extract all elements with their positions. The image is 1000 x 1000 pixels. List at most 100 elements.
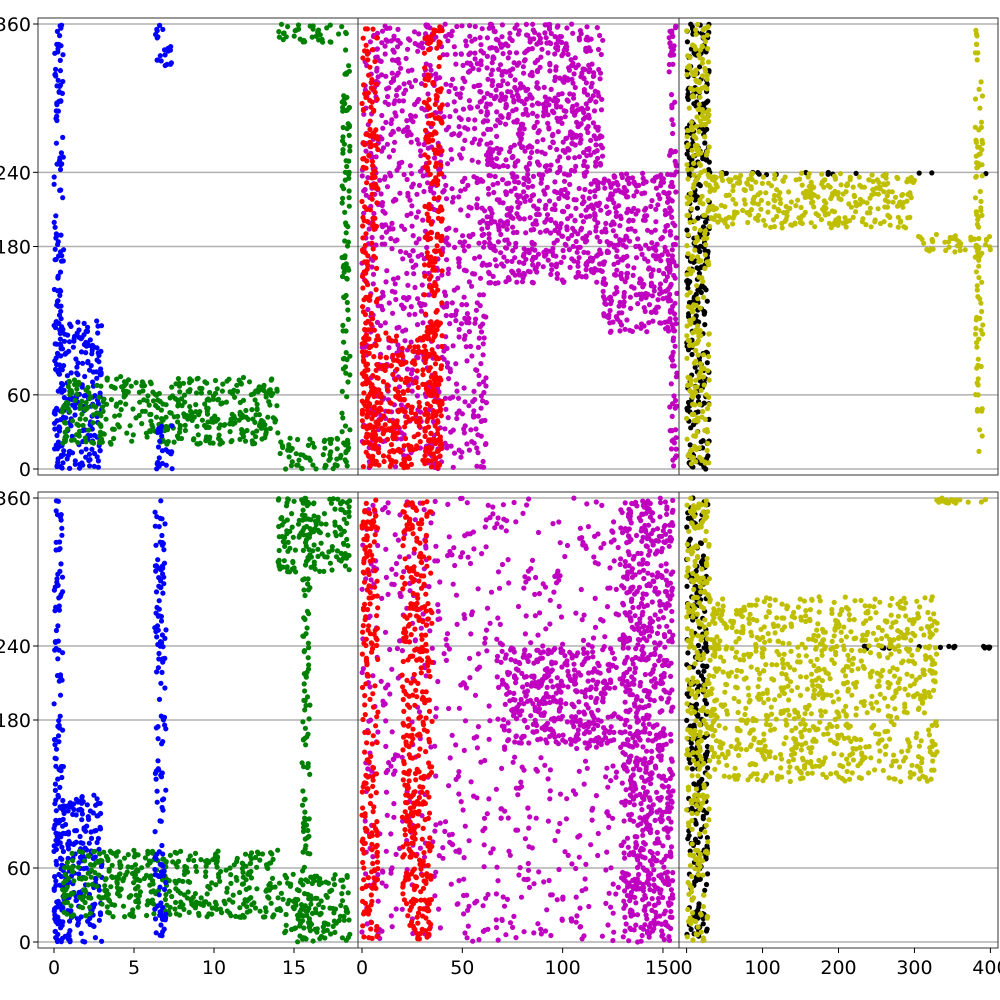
data-point: [391, 36, 397, 42]
data-point: [72, 461, 78, 467]
data-point: [367, 97, 373, 103]
data-point: [494, 133, 500, 139]
y-tick-label: 180: [0, 237, 31, 259]
data-point: [684, 28, 690, 34]
data-point: [169, 466, 175, 472]
data-point: [422, 65, 428, 71]
data-point: [344, 243, 351, 249]
data-point: [453, 61, 459, 67]
data-point: [55, 273, 61, 279]
data-point: [57, 68, 64, 74]
data-point: [83, 446, 89, 452]
data-point: [370, 163, 376, 169]
data-point: [591, 133, 597, 139]
data-point: [370, 455, 376, 462]
data-point: [162, 52, 168, 58]
data-point: [444, 364, 451, 370]
data-point: [383, 279, 389, 285]
data-point: [461, 430, 467, 436]
data-point: [425, 412, 431, 418]
data-point: [373, 299, 379, 305]
data-point: [541, 84, 547, 90]
data-point: [622, 279, 628, 285]
data-point: [340, 104, 346, 111]
data-point: [745, 219, 751, 226]
data-point: [157, 438, 163, 444]
data-point: [686, 266, 692, 272]
data-point: [80, 360, 86, 366]
data-point: [402, 338, 408, 344]
data-point: [390, 147, 396, 154]
data-point: [429, 337, 436, 344]
data-point: [53, 108, 59, 114]
data-point: [390, 429, 396, 435]
data-point: [612, 188, 619, 194]
data-point: [425, 237, 431, 243]
data-point: [495, 222, 501, 228]
data-point: [371, 404, 377, 410]
data-point: [178, 396, 185, 402]
data-point: [623, 171, 630, 177]
data-point: [461, 426, 467, 432]
data-point: [600, 288, 606, 294]
data-point: [369, 158, 375, 164]
data-point: [594, 148, 600, 154]
data-point: [850, 184, 856, 190]
data-point: [375, 363, 382, 369]
data-point: [426, 47, 432, 53]
data-point: [488, 280, 494, 286]
data-point: [475, 82, 481, 89]
data-point: [523, 248, 529, 254]
data-point: [401, 172, 407, 178]
data-point: [748, 186, 754, 192]
data-point: [432, 101, 438, 107]
data-point: [503, 105, 509, 111]
data-point: [383, 119, 389, 125]
data-point: [364, 425, 370, 432]
data-point: [521, 260, 527, 266]
data-point: [480, 178, 486, 184]
data-point: [695, 409, 701, 415]
data-point: [639, 251, 645, 257]
data-point: [425, 324, 431, 330]
data-point: [555, 47, 561, 53]
data-point: [361, 335, 367, 341]
data-point: [685, 127, 691, 134]
data-point: [424, 254, 430, 260]
data-point: [516, 259, 522, 265]
data-point: [702, 140, 708, 146]
data-point: [579, 201, 586, 207]
data-point: [686, 105, 692, 111]
data-point: [479, 26, 485, 32]
data-point: [422, 406, 428, 412]
data-point: [579, 274, 585, 280]
data-point: [707, 188, 713, 194]
data-point: [542, 219, 548, 225]
data-point: [552, 188, 558, 195]
data-point: [412, 77, 419, 84]
data-point: [443, 127, 449, 133]
data-point: [388, 236, 394, 242]
data-point: [550, 139, 556, 145]
data-point: [57, 287, 63, 293]
data-point: [496, 164, 502, 170]
data-point: [463, 344, 469, 350]
data-point: [450, 394, 456, 400]
data-point: [343, 350, 349, 356]
data-point: [702, 231, 708, 237]
data-point: [361, 82, 367, 88]
data-point: [613, 272, 619, 278]
data-point: [431, 195, 437, 202]
data-point: [146, 402, 152, 408]
data-point: [907, 192, 913, 198]
data-point: [359, 341, 365, 347]
data-point: [463, 302, 470, 308]
data-point: [359, 273, 366, 280]
data-point: [497, 62, 504, 68]
data-point: [52, 341, 58, 347]
data-point: [708, 204, 715, 210]
data-point: [821, 208, 827, 214]
data-point: [591, 108, 598, 114]
data-point: [443, 312, 449, 319]
data-point: [370, 26, 376, 32]
